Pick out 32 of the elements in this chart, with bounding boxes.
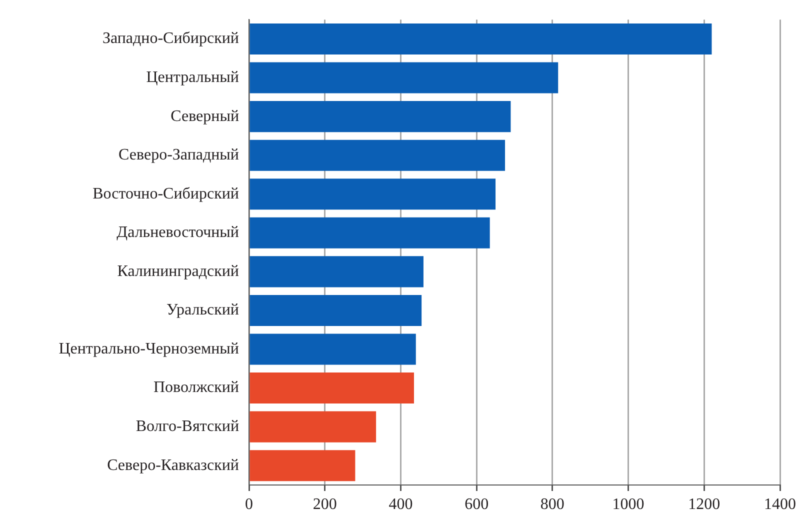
y-tick-label: Северо-Западный (118, 146, 240, 164)
y-tick-label: Калининградский (117, 262, 240, 280)
bar (250, 23, 712, 55)
bar (250, 450, 356, 482)
x-tick-label: 600 (464, 496, 489, 513)
x-tick-label: 400 (388, 496, 413, 513)
y-tick-label: Северный (170, 108, 240, 125)
x-tick-label: 1400 (764, 496, 796, 513)
x-tick-label: 1200 (688, 496, 720, 513)
bar (250, 294, 422, 326)
x-tick-label: 200 (312, 496, 337, 513)
y-tick-label: Центральный (146, 68, 240, 86)
bar (250, 101, 511, 132)
x-tick-label: 0 (245, 496, 253, 513)
bar (250, 140, 506, 171)
y-tick-label: Волго-Вятский (136, 418, 240, 436)
bar (250, 411, 376, 442)
y-tick-label: Дальневосточный (116, 224, 240, 242)
y-tick-label: Центрально-Черноземный (58, 340, 240, 358)
y-tick-label: Восточно-Сибирский (92, 185, 240, 202)
y-tick-label: Поволжский (153, 379, 240, 396)
bar (250, 372, 414, 404)
bar (250, 178, 496, 210)
y-tick-label: Северо-Кавказский (107, 456, 240, 474)
bar (250, 62, 558, 94)
x-tick-label: 800 (540, 496, 564, 513)
y-tick-label: Западно-Сибирский (102, 30, 240, 48)
x-tick-label: 1000 (612, 496, 644, 513)
bar (250, 256, 424, 288)
bar (250, 334, 416, 365)
y-tick-label: Уральский (166, 302, 240, 319)
bar (250, 217, 490, 248)
